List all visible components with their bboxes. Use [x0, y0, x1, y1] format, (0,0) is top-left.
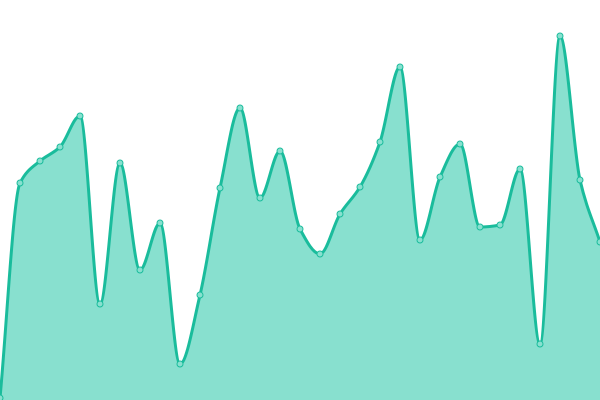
data-point-0 — [0, 394, 4, 400]
data-point-6 — [116, 159, 124, 167]
data-point-22 — [436, 173, 444, 181]
data-point-7 — [136, 266, 144, 274]
data-point-15 — [296, 225, 304, 233]
area-fill — [0, 36, 600, 400]
data-point-18 — [356, 183, 364, 191]
data-markers — [0, 32, 600, 400]
data-point-8 — [156, 219, 164, 227]
data-point-27 — [536, 340, 544, 348]
data-point-24 — [476, 223, 484, 231]
data-point-4 — [76, 112, 84, 120]
data-point-20 — [396, 63, 404, 71]
data-point-14 — [276, 147, 284, 155]
data-point-2 — [36, 157, 44, 165]
data-point-1 — [16, 179, 24, 187]
data-point-19 — [376, 138, 384, 146]
data-point-11 — [216, 184, 224, 192]
data-point-30 — [596, 238, 600, 246]
data-point-25 — [496, 221, 504, 229]
data-point-9 — [176, 360, 184, 368]
data-point-10 — [196, 291, 204, 299]
data-point-21 — [416, 236, 424, 244]
data-point-17 — [336, 210, 344, 218]
data-point-3 — [56, 143, 64, 151]
data-point-16 — [316, 250, 324, 258]
data-point-23 — [456, 140, 464, 148]
data-point-29 — [576, 176, 584, 184]
data-point-28 — [556, 32, 564, 40]
data-point-5 — [96, 300, 104, 308]
data-point-13 — [256, 194, 264, 202]
data-point-26 — [516, 165, 524, 173]
data-point-12 — [236, 104, 244, 112]
